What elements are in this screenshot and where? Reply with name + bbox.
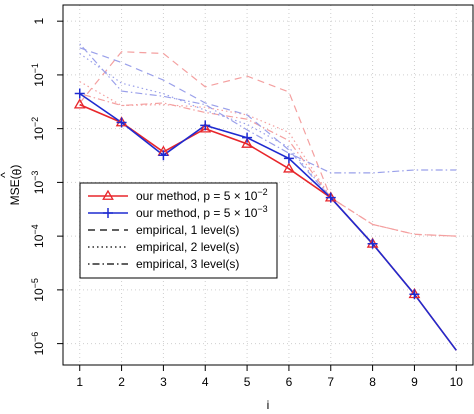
- legend-label-text: empirical, 3 level(s): [136, 257, 239, 271]
- y-axis-label-group: MSE(θ)^: [0, 165, 24, 206]
- y-tick-label-group: 1: [32, 18, 46, 25]
- plus-marker: [116, 117, 127, 128]
- y-tick-exponent: −6: [30, 332, 40, 342]
- y-tick-label-group: 10−5: [30, 278, 46, 302]
- y-axis-label-text: MSE(θ): [8, 165, 24, 206]
- y-axis-ticks: 10−610−510−410−310−210−11: [30, 18, 63, 356]
- legend-label-text: our method, p = 5 × 10: [136, 206, 258, 220]
- y-label-mse: MSE(: [8, 175, 22, 205]
- legend-label-text: empirical, 2 level(s): [136, 240, 239, 254]
- y-label-hat: ^: [0, 172, 12, 178]
- y-tick-label: 10−2: [30, 117, 46, 141]
- plus-marker: [74, 88, 85, 99]
- y-tick-label-group: 10−4: [30, 224, 46, 248]
- y-tick-label-group: 10−1: [30, 63, 46, 87]
- x-tick-label: 10: [450, 375, 464, 389]
- plus-marker: [409, 289, 420, 300]
- plus-marker: [325, 192, 336, 203]
- y-tick-label-group: 10−6: [30, 332, 46, 356]
- y-tick-label: 1: [32, 18, 46, 25]
- plus-marker: [367, 238, 378, 249]
- legend-label: our method, p = 5 × 10−3: [136, 204, 268, 220]
- plus-marker: [283, 153, 294, 164]
- x-tick-label: 8: [369, 375, 376, 389]
- y-label-theta: θ: [10, 168, 24, 175]
- y-tick-exponent: −5: [30, 278, 40, 288]
- y-tick-base: 10: [32, 234, 46, 248]
- plot-frame: [62, 4, 474, 366]
- legend-label: empirical, 2 level(s): [136, 240, 239, 254]
- series-markers: [73, 88, 421, 300]
- plus-marker: [158, 150, 169, 161]
- y-tick-base: 1: [32, 18, 46, 25]
- legend-label-exponent: −2: [257, 187, 267, 197]
- y-tick-base: 10: [32, 288, 46, 302]
- y-tick-label-group: 10−3: [30, 171, 46, 195]
- y-tick-label: 10−6: [30, 332, 46, 356]
- y-axis-label: MSE(θ)^: [0, 165, 24, 206]
- plus-marker: [242, 132, 253, 143]
- empirical-line-dotdash: [79, 93, 457, 237]
- x-tick-label: 2: [118, 375, 125, 389]
- empirical-line-dotdash: [79, 43, 457, 174]
- series-line-plus: [79, 92, 457, 351]
- triangle-marker: [241, 137, 253, 148]
- y-tick-label-group: 10−2: [30, 117, 46, 141]
- y-tick-exponent: −4: [30, 224, 40, 234]
- y-tick-label: 10−1: [30, 63, 46, 87]
- legend-label-text: our method, p = 5 × 10: [136, 189, 258, 203]
- y-tick-base: 10: [32, 73, 46, 87]
- x-axis-ticks: 1 2 3 4 5 6 7 8 9 10: [76, 365, 463, 389]
- y-tick-label: 10−4: [30, 224, 46, 248]
- y-label-close: ): [8, 165, 22, 169]
- plus-marker: [200, 120, 211, 131]
- x-tick-label: 5: [244, 375, 251, 389]
- x-axis-label: i: [267, 398, 270, 412]
- empirical-line-dotted: [79, 81, 332, 199]
- y-tick-base: 10: [32, 127, 46, 141]
- y-tick-label: 10−5: [30, 278, 46, 302]
- y-tick-exponent: −3: [30, 171, 40, 181]
- x-tick-label: 4: [202, 375, 209, 389]
- triangle-marker: [283, 162, 295, 173]
- x-tick-label: 7: [327, 375, 334, 389]
- plus-marker: [103, 208, 113, 218]
- y-tick-label: 10−3: [30, 171, 46, 195]
- legend-label: empirical, 1 level(s): [136, 223, 239, 237]
- y-tick-base: 10: [32, 181, 46, 195]
- empirical-line-dashed: [79, 47, 332, 199]
- triangle-marker: [73, 98, 86, 109]
- y-tick-exponent: −1: [30, 63, 40, 73]
- legend-label-text: empirical, 1 level(s): [136, 223, 239, 237]
- x-tick-label: 6: [286, 375, 293, 389]
- y-tick-base: 10: [32, 342, 46, 356]
- legend-label-exponent: −3: [257, 204, 267, 214]
- legend-label: our method, p = 5 × 10−2: [136, 187, 268, 203]
- y-tick-exponent: −2: [30, 117, 40, 127]
- triangle-marker: [102, 189, 114, 200]
- legend-label: empirical, 3 level(s): [136, 257, 239, 271]
- x-tick-label: 1: [76, 375, 83, 389]
- series-lines: [79, 43, 457, 351]
- x-tick-label: 3: [160, 375, 167, 389]
- triangle-marker: [199, 122, 212, 133]
- x-tick-label: 9: [411, 375, 418, 389]
- empirical-line-dashed: [79, 51, 457, 237]
